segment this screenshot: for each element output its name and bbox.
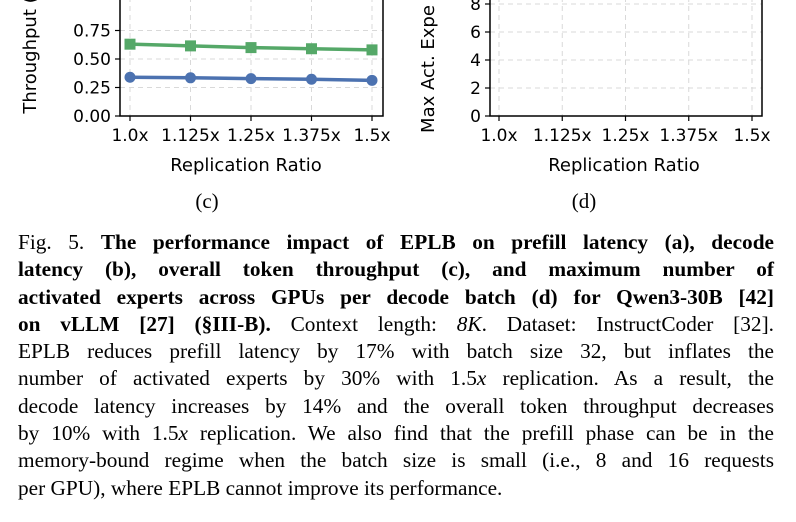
- caption-line: latency (b), overall token throughput (c…: [18, 256, 774, 283]
- figure-caption: Fig. 5. The performance impact of EPLB o…: [18, 229, 774, 502]
- caption-line: number of activated experts by 30% with …: [18, 365, 774, 392]
- caption-text: Context length:: [270, 311, 457, 336]
- panel-c-y-ticks: 0.00 0.25 0.50 0.75: [73, 22, 120, 127]
- figure-panels: 0.000.250.500.75 1.0x 1.125x 1.25x 1.375x 1.…: [20, 0, 771, 213]
- panel-d-ytick-label: 2: [470, 79, 481, 99]
- caption-text: by 10% with 1.5: [18, 421, 179, 446]
- panel-c-series-0-point: [185, 40, 196, 52]
- panel-d-xtick-label: 1.375x: [659, 126, 718, 146]
- caption-text: replication. We also find that the prefi…: [187, 421, 774, 446]
- panel-c-x-ticks: 1.0x 1.125x 1.25x 1.375x 1.5x: [111, 116, 391, 146]
- panel-d-xtick-label: 1.25x: [602, 126, 650, 146]
- caption-text: The performance impact of EPLB on prefil…: [100, 230, 774, 254]
- panel-c-series-1-point: [124, 71, 136, 83]
- caption-text: EPLB reduces prefill latency by 17% with…: [18, 339, 774, 364]
- caption-text: per GPU), where EPLB cannot improve its …: [18, 475, 503, 500]
- panel-c-grid: [120, 0, 383, 117]
- panel-c-ylabel: Throughput (: [20, 0, 41, 115]
- panel-c-series-1-point: [185, 72, 196, 84]
- caption-text: activated experts across GPUs per decode…: [18, 284, 774, 309]
- caption-line: activated experts across GPUs per decode…: [18, 284, 774, 311]
- panel-c-series-1-point: [306, 73, 317, 85]
- panel-c-ytick-label: 0.50: [73, 50, 111, 70]
- panel-c-xtick-label: 1.5x: [353, 126, 390, 146]
- panel-c-ytick-label: 0.00: [73, 107, 111, 127]
- panel-d-y-ticks: 0 2 4 6 8: [470, 0, 490, 127]
- panel-d-xtick-label: 1.0x: [480, 126, 517, 146]
- panel-d-x-ticks: 1.0x 1.125x 1.25x 1.375x 1.5x: [480, 116, 771, 146]
- panel-d-ytick-label: 4: [470, 51, 481, 71]
- caption-text: Fig. 5.: [18, 230, 101, 254]
- panel-c-xtick-label: 1.125x: [161, 126, 220, 146]
- panel-c-xtick-label: 1.375x: [282, 126, 341, 146]
- caption-line: by 10% with 1.5x replication. We also fi…: [18, 420, 774, 447]
- panel-c-series-0-point: [366, 44, 378, 56]
- panel-c-ytick-label: 0.25: [73, 79, 111, 99]
- caption-text: number of activated experts by 30% with …: [18, 366, 477, 391]
- panel-c-series-0-point: [245, 42, 257, 54]
- caption-line: memory-bound regime when the batch size …: [18, 447, 774, 474]
- panel-c-xlabel: Replication Ratio: [170, 155, 322, 176]
- panel-c-series-0-point: [306, 43, 317, 55]
- caption-line: EPLB reduces prefill latency by 17% with…: [18, 338, 774, 365]
- panel-d-xtick-label: 1.125x: [533, 126, 592, 146]
- caption-text: replication. As a result, the: [486, 366, 774, 391]
- caption-line: on vLLM [27] (§III-B). Context length: 8…: [18, 311, 774, 338]
- panel-d-ytick-label: 0: [470, 107, 481, 127]
- caption-text: memory-bound regime when the batch size …: [18, 448, 774, 473]
- panel-d-grid: [490, 0, 762, 117]
- caption-text: latency (b), overall token throughput (c…: [18, 257, 774, 282]
- caption-text: x: [178, 421, 188, 446]
- panel-c-series: [124, 38, 378, 86]
- caption-text: x: [476, 366, 487, 391]
- panel-c-series-1-point: [245, 73, 257, 85]
- panel-d-ylabel: Max Act. Expe: [418, 5, 439, 133]
- panel-c: 0.000.250.500.75 1.0x 1.125x 1.25x 1.375x 1.…: [20, 0, 391, 213]
- caption-line: Fig. 5. The performance impact of EPLB o…: [18, 229, 774, 256]
- panel-d: 0 2 4 6 8 1.0x 1.125x 1.25x 1.375x 1.5x Max Act.…: [418, 0, 771, 213]
- caption-text: 8K: [456, 311, 482, 336]
- caption-line: decode latency increases by 14% and the …: [18, 393, 774, 420]
- panel-c-label: (c): [195, 189, 218, 213]
- panel-d-ytick-label: 8: [470, 0, 481, 15]
- caption-text: . Dataset: InstructCoder [32].: [481, 311, 774, 336]
- panel-d-xlabel: Replication Ratio: [548, 155, 700, 176]
- caption-text: on vLLM [27] (§III-B).: [18, 311, 271, 336]
- caption-text: decode latency increases by 14% and the …: [18, 393, 774, 418]
- panel-c-ytick-label: 0.75: [73, 22, 111, 42]
- panel-d-ytick-label: 6: [470, 23, 481, 43]
- caption-line: per GPU), where EPLB cannot improve its …: [18, 475, 774, 502]
- panel-c-series-0-point: [124, 38, 136, 50]
- panel-c-xtick-label: 1.0x: [111, 126, 148, 146]
- panel-d-xtick-label: 1.5x: [733, 126, 770, 146]
- panel-c-series-1-point: [366, 74, 378, 86]
- panel-d-label: (d): [572, 189, 597, 213]
- panel-c-xtick-label: 1.25x: [227, 126, 275, 146]
